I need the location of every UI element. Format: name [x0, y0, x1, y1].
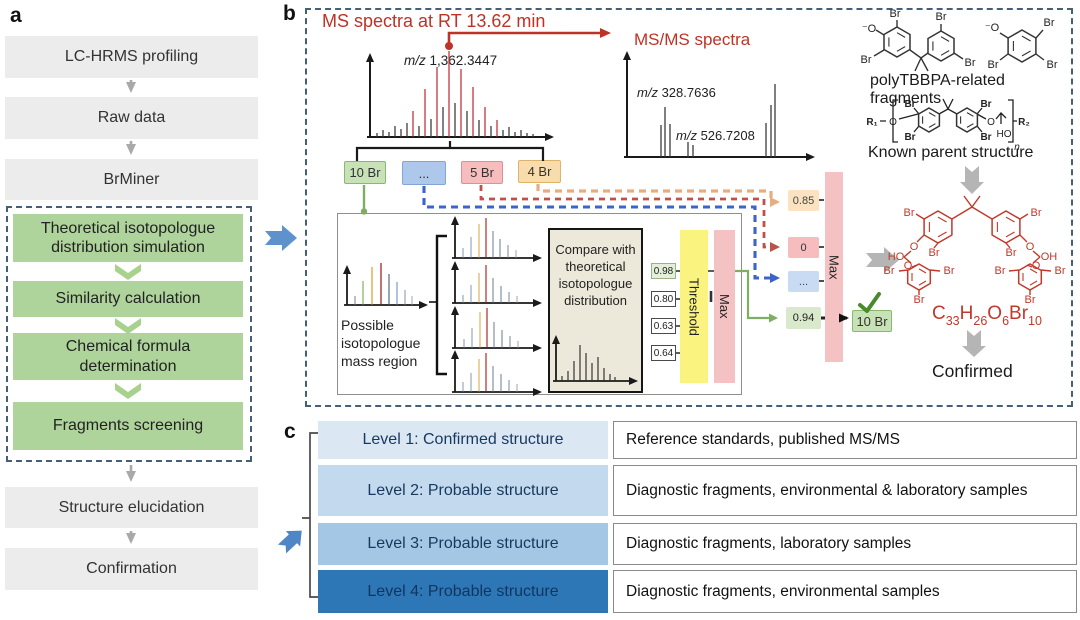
level-3-box: Level 3: Probable structure [318, 523, 608, 565]
flow-box-theoretical: Theoretical isotopologue distribution si… [13, 214, 243, 262]
outer-score-dots: ... [788, 271, 819, 292]
mz-value: 328.7636 [661, 85, 716, 100]
level-2-desc: Diagnostic fragments, environmental & la… [613, 465, 1077, 516]
outer-score-085: 0.85 [788, 190, 819, 211]
mz-label-fragment-2: m/z 526.7208 [676, 128, 755, 143]
flow-box-formula: Chemical formula determination [13, 333, 243, 380]
compare-box: Compare with theoretical isotopologue di… [548, 228, 643, 393]
threshold-bar: Threshold [680, 230, 708, 383]
flow-box-structure: Structure elucidation [5, 487, 258, 528]
flow-box-brminer: BrMiner [5, 159, 258, 200]
mz-italic: m/z [637, 85, 658, 100]
level-2-box: Level 2: Probable structure [318, 465, 608, 516]
outer-score-0: 0 [788, 237, 819, 258]
result-tag-10br: 10 Br [852, 310, 892, 332]
level-bracket [302, 432, 318, 598]
parent-structure-label: Known parent structure [868, 144, 1034, 161]
score-098: 0.98 [651, 263, 676, 279]
level-1-box: Level 1: Confirmed structure [318, 421, 608, 459]
ms-spectra-title: MS spectra at RT 13.62 min [322, 11, 546, 31]
panel-b-dashed-border [305, 8, 1073, 407]
fragments-label: polyTBBPA-related fragments [870, 72, 1005, 107]
max-label: Max [717, 294, 732, 319]
panel-a-label: a [10, 4, 22, 27]
level-4-box: Level 4: Probable structure [318, 570, 608, 613]
tag-10br: 10 Br [344, 161, 386, 184]
mz-value: 1,362.3447 [429, 53, 498, 68]
mz-value: 526.7208 [700, 128, 755, 143]
score-064: 0.64 [651, 345, 676, 361]
tag-dots: ... [402, 161, 446, 185]
score-080: 0.80 [651, 291, 676, 307]
flow-box-lchrms: LC-HRMS profiling [5, 36, 258, 78]
outer-score-094: 0.94 [786, 307, 821, 329]
flow-box-fragments: Fragments screening [13, 402, 243, 450]
max-bar-outer: Max [825, 172, 843, 362]
panel-a-to-b-arrow-icon [265, 225, 297, 251]
tag-4br: 4 Br [518, 160, 561, 183]
level-1-desc: Reference standards, published MS/MS [613, 421, 1077, 459]
tag-5br: 5 Br [461, 161, 503, 184]
flow-box-confirmation: Confirmation [5, 548, 258, 590]
max-label: Max [826, 254, 842, 280]
flow-box-similarity: Similarity calculation [13, 281, 243, 317]
panel-c-label: c [284, 420, 296, 443]
score-063: 0.63 [651, 318, 676, 334]
confirmed-label: Confirmed [932, 361, 1013, 381]
panel-c-arrow-icon [277, 530, 302, 554]
brminer-dashed-group [6, 206, 252, 462]
max-bar-inner: Max [714, 230, 735, 383]
mz-label-precursor: m/z 1,362.3447 [404, 53, 497, 68]
mz-italic: m/z [404, 53, 426, 68]
mz-italic: m/z [676, 128, 697, 143]
possible-region-label: Possible isotopologue mass region [341, 317, 421, 370]
level-3-desc: Diagnostic fragments, laboratory samples [613, 523, 1077, 565]
level-4-desc: Diagnostic fragments, environmental samp… [613, 570, 1077, 613]
panel-b-label: b [283, 2, 296, 25]
flow-box-rawdata: Raw data [5, 97, 258, 139]
msms-spectra-title: MS/MS spectra [634, 30, 751, 49]
threshold-label: Threshold [686, 277, 702, 336]
mz-label-fragment-1: m/z 328.7636 [637, 85, 716, 100]
